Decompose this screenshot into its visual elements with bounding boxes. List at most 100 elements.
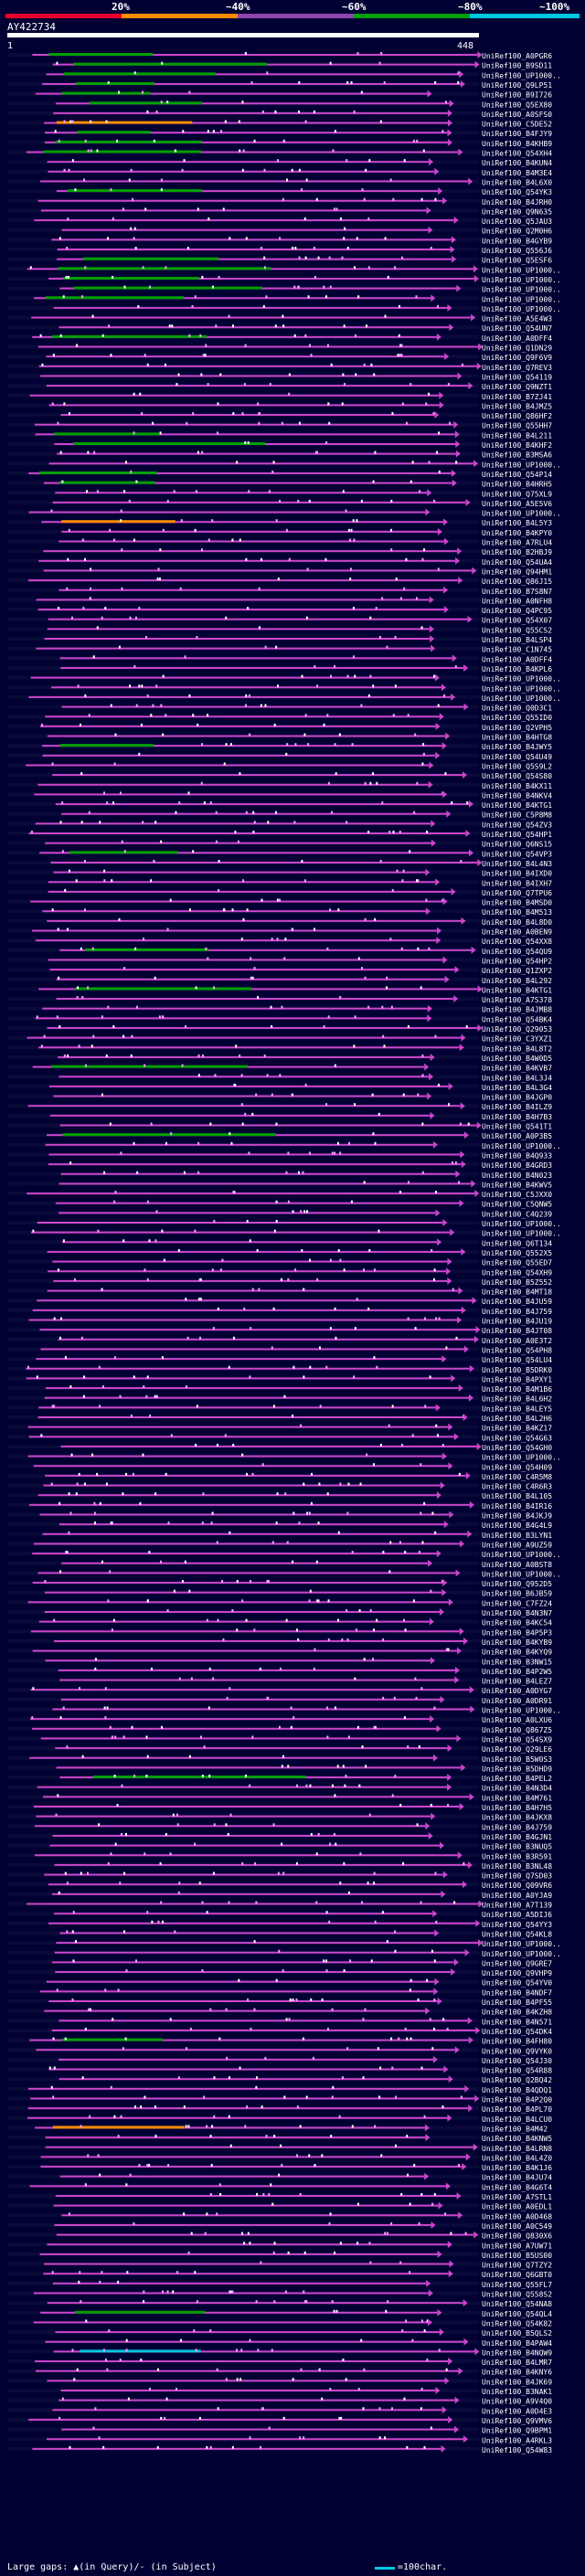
hit-label[interactable]: UniRef100_B4PEL2	[482, 1775, 552, 1783]
hit-label[interactable]: UniRef100_A0DFF4	[482, 655, 552, 663]
hit-label[interactable]: UniRef100_B4KVB7	[482, 1065, 552, 1073]
hit-label[interactable]: UniRef100_B4W0D5	[482, 1055, 552, 1063]
hit-label[interactable]: UniRef100_Q9GRE7	[482, 1959, 552, 1967]
hit-label[interactable]: UniRef100_A0D4E3	[482, 2407, 552, 2415]
hit-row[interactable]: UniRef100_B4KX11	[7, 780, 552, 790]
hit-label[interactable]: UniRef100_B4JT08	[482, 1327, 552, 1335]
hit-label[interactable]: UniRef100_UP1000..	[482, 510, 561, 518]
hit-label[interactable]: UniRef100_Q54XX8	[482, 938, 552, 946]
hit-row[interactable]: UniRef100_A7UW71	[7, 2241, 552, 2250]
hit-label[interactable]: UniRef100_Q54XH4	[482, 150, 552, 158]
hit-label[interactable]: UniRef100_Q54U49	[482, 753, 552, 761]
hit-label[interactable]: UniRef100_B4LCU0	[482, 2115, 552, 2124]
hit-label[interactable]: UniRef100_B4M3E4	[482, 169, 552, 177]
hit-row[interactable]: UniRef100_B4LCU0	[7, 2114, 552, 2124]
hit-row[interactable]: UniRef100_Q54ZV3	[7, 820, 552, 829]
hit-label[interactable]: UniRef100_Q54119	[482, 373, 552, 381]
hit-label[interactable]: UniRef100_B4JU19	[482, 1318, 552, 1326]
hit-row[interactable]: UniRef100_Q5ESF6	[7, 255, 552, 265]
hit-row[interactable]: UniRef100_A0P3B5	[7, 1131, 552, 1140]
hit-row[interactable]: UniRef100_B4IR16	[7, 1500, 552, 1511]
hit-row[interactable]: UniRef100_B5QLS2	[7, 2328, 552, 2337]
hit-row[interactable]: UniRef100_Q54UA4	[7, 557, 552, 567]
hit-row[interactable]: UniRef100_Q5EX80	[7, 100, 552, 109]
hit-label[interactable]: UniRef100_B4NKV4	[482, 791, 552, 800]
hit-row[interactable]: UniRef100_B4N023	[7, 1170, 552, 1180]
hit-label[interactable]: UniRef100_Q54YV0	[482, 1979, 552, 1988]
hit-label[interactable]: UniRef100_A0C549	[482, 2222, 552, 2231]
hit-row[interactable]: UniRef100_B4G6T4	[7, 2182, 552, 2191]
hit-label[interactable]: UniRef100_Q86HF2	[482, 412, 552, 420]
hit-row[interactable]: UniRef100_A9UZ59	[7, 1540, 552, 1549]
hit-row[interactable]: UniRef100_A0E3T2	[7, 1335, 552, 1345]
hit-label[interactable]: UniRef100_B4J759	[482, 1308, 552, 1316]
hit-row[interactable]: UniRef100_B4PXY1	[7, 1374, 552, 1383]
hit-label[interactable]: UniRef100_B4KUN4	[482, 159, 552, 167]
hit-row[interactable]: UniRef100_B4L292	[7, 975, 552, 985]
hit-label[interactable]: UniRef100_Q54HP2	[482, 957, 552, 965]
hit-row[interactable]: UniRef100_Q952D5	[7, 1579, 552, 1588]
hit-row[interactable]: UniRef100_B4LMR7	[7, 2358, 552, 2367]
hit-row[interactable]: UniRef100_UP1000..	[7, 684, 561, 693]
hit-label[interactable]: UniRef100_B4HRH5	[482, 481, 552, 489]
hit-label[interactable]: UniRef100_B4Q933	[482, 1151, 552, 1160]
hit-label[interactable]: UniRef100_B4P5P3	[482, 1628, 552, 1637]
hit-row[interactable]: UniRef100_B4PAW4	[7, 2337, 552, 2348]
hit-label[interactable]: UniRef100_B4L3G4	[482, 1084, 552, 1092]
hit-row[interactable]: UniRef100_Q9GRE7	[7, 1958, 552, 1967]
hit-label[interactable]: UniRef100_A9V4Q0	[482, 2398, 552, 2406]
hit-row[interactable]: UniRef100_B4HTG8	[7, 732, 552, 742]
hit-row[interactable]: UniRef100_UP1000..	[7, 1452, 561, 1462]
hit-label[interactable]: UniRef100_B4L4Z0	[482, 2154, 552, 2162]
hit-label[interactable]: UniRef100_B4N571	[482, 2018, 552, 2026]
hit-label[interactable]: UniRef100_B4L6H2	[482, 1395, 552, 1404]
hit-label[interactable]: UniRef100_Q54P14	[482, 471, 552, 479]
hit-label[interactable]: UniRef100_Q94HM1	[482, 567, 552, 576]
hit-label[interactable]: UniRef100_B5W0S3	[482, 1755, 552, 1764]
hit-label[interactable]: UniRef100_B4IXD0	[482, 870, 552, 878]
hit-row[interactable]: UniRef100_B4Q933	[7, 1150, 552, 1160]
hit-label[interactable]: UniRef100_B4M761	[482, 1794, 552, 1802]
hit-row[interactable]: UniRef100_A0DFF4	[7, 654, 552, 663]
hit-row[interactable]: UniRef100_UP1000..	[7, 284, 561, 294]
hit-row[interactable]: UniRef100_Q55ED7	[7, 1257, 552, 1267]
hit-row[interactable]: UniRef100_B4L8D0	[7, 917, 552, 927]
hit-label[interactable]: UniRef100_A0SFS0	[482, 111, 552, 119]
hit-label[interactable]: UniRef100_Q9LP51	[482, 81, 552, 90]
hit-row[interactable]: UniRef100_UP1000..	[7, 1219, 561, 1228]
hit-label[interactable]: UniRef100_A0EDL1	[482, 2203, 552, 2211]
hit-row[interactable]: UniRef100_Q54VP3	[7, 849, 552, 858]
hit-row[interactable]: UniRef100_Q55ID0	[7, 713, 552, 722]
hit-label[interactable]: UniRef100_Q54UN7	[482, 324, 552, 333]
hit-label[interactable]: UniRef100_Q5S9L2	[482, 762, 552, 770]
hit-row[interactable]: UniRef100_UP1000..	[7, 673, 561, 684]
hit-label[interactable]: UniRef100_Q54SX9	[482, 1735, 552, 1744]
hit-row[interactable]: UniRef100_A0DYG7	[7, 1686, 552, 1695]
hit-row[interactable]: UniRef100_Q54GH0	[7, 1442, 552, 1452]
hit-row[interactable]: UniRef100_Q9VHP9	[7, 1968, 552, 1977]
hit-row[interactable]: UniRef100_B4L211	[7, 430, 552, 440]
hit-row[interactable]: UniRef100_A0DR91	[7, 1695, 552, 1705]
hit-row[interactable]: UniRef100_Q54S80	[7, 771, 552, 780]
hit-row[interactable]: UniRef100_B4L6H2	[7, 1394, 552, 1404]
hit-label[interactable]: UniRef100_Q54DK4	[482, 2028, 552, 2036]
hit-row[interactable]: UniRef100_A0YJA9	[7, 1890, 552, 1900]
hit-row[interactable]: UniRef100_C4R6R3	[7, 1481, 552, 1491]
hit-label[interactable]: UniRef100_A7UW71	[482, 2242, 552, 2250]
hit-row[interactable]: UniRef100_A5E5V6	[7, 498, 552, 508]
hit-row[interactable]: UniRef100_Q556J6	[7, 246, 552, 255]
hit-label[interactable]: UniRef100_UP1000..	[482, 1230, 561, 1238]
hit-label[interactable]: UniRef100_Q54YY3	[482, 1921, 552, 1929]
hit-label[interactable]: UniRef100_Q4PC95	[482, 607, 552, 615]
hit-label[interactable]: UniRef100_Q5JAU3	[482, 217, 552, 226]
hit-label[interactable]: UniRef100_Q5EX80	[482, 101, 552, 109]
hit-label[interactable]: UniRef100_Q54R88	[482, 2067, 552, 2075]
hit-label[interactable]: UniRef100_A0DFF4	[482, 334, 552, 343]
hit-label[interactable]: UniRef100_B4KTG1	[482, 986, 552, 994]
hit-label[interactable]: UniRef100_B4G6T4	[482, 2183, 552, 2191]
hit-label[interactable]: UniRef100_B4JMZ5	[482, 402, 552, 410]
hit-row[interactable]: UniRef100_Q9VYK0	[7, 2046, 552, 2055]
hit-row[interactable]: UniRef100_B4LEY5	[7, 1404, 552, 1413]
hit-row[interactable]: UniRef100_B4JU19	[7, 1316, 552, 1326]
hit-label[interactable]: UniRef100_Q54G63	[482, 1434, 552, 1442]
